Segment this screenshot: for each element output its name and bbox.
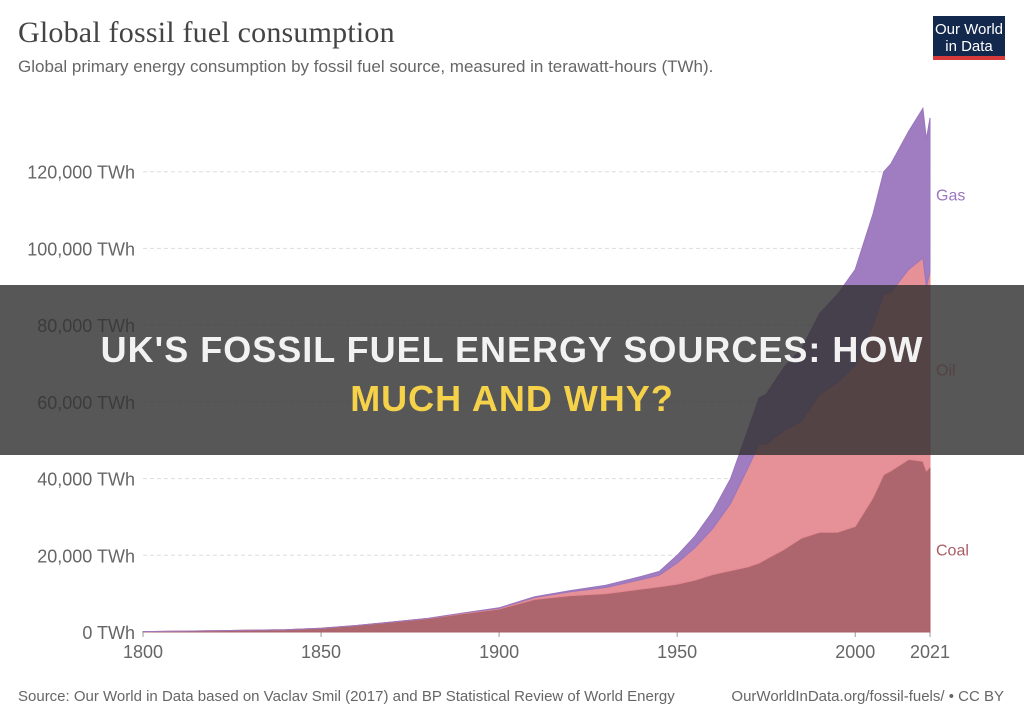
logo-accent-bar [933, 56, 1005, 60]
owid-logo[interactable]: Our World in Data [933, 16, 1005, 60]
logo-line-2: in Data [945, 38, 993, 55]
chart-title: Global fossil fuel consumption [18, 16, 395, 49]
y-tick-label: 20,000 TWh [37, 546, 135, 566]
x-tick-label: 2000 [835, 642, 875, 662]
title-banner: UK's Fossil Fuel Energy Sources: How Muc… [0, 285, 1024, 455]
source-note: Source: Our World in Data based on Vacla… [18, 688, 675, 705]
series-label-gas: Gas [936, 188, 965, 205]
x-tick-label: 1800 [123, 642, 163, 662]
source-link[interactable]: OurWorldInData.org/fossil-fuels/ • CC BY [731, 688, 1004, 705]
x-tick-label: 1950 [657, 642, 697, 662]
logo-line-1: Our World [934, 21, 1004, 38]
chart-subtitle: Global primary energy consumption by fos… [18, 57, 714, 76]
x-tick-label: 2021 [910, 642, 950, 662]
area-gas [142, 106, 931, 633]
y-tick-label: 100,000 TWh [27, 239, 135, 259]
x-tick-label: 1850 [301, 642, 341, 662]
x-tick-label: 1900 [479, 642, 519, 662]
series-areas [142, 106, 931, 633]
series-label-coal: Coal [936, 543, 969, 560]
x-tick-labels: 1800 1850 1900 1950 2000 2021 [123, 642, 950, 662]
banner-line-1: UK's Fossil Fuel Energy Sources: How [100, 329, 924, 370]
y-tick-label: 120,000 TWh [27, 163, 135, 183]
banner-line-2: Much and Why? [350, 378, 674, 419]
y-tick-label: 0 TWh [82, 623, 135, 643]
y-tick-label: 40,000 TWh [37, 470, 135, 490]
